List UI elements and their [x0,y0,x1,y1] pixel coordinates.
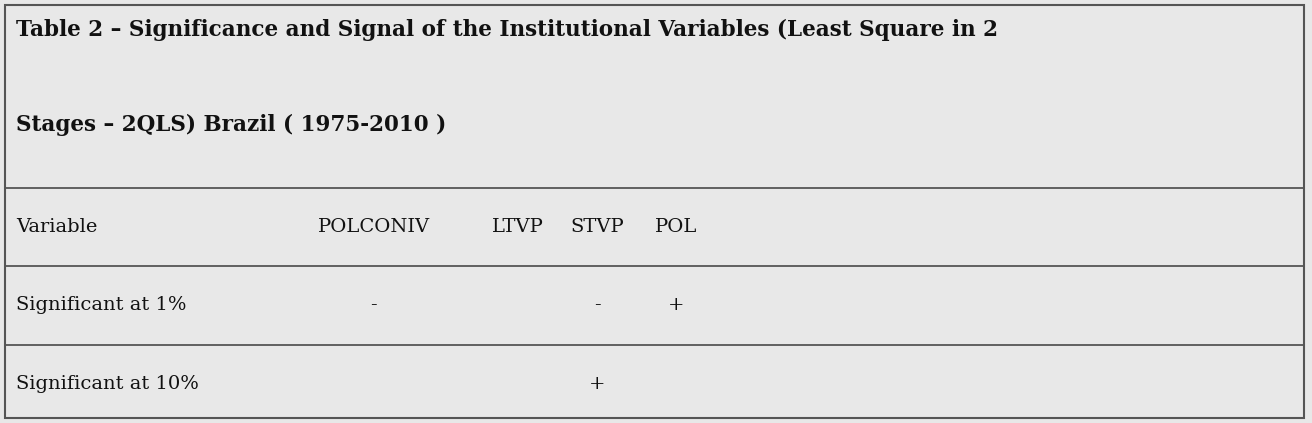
Text: Stages – 2QLS) Brazil ( 1975-2010 ): Stages – 2QLS) Brazil ( 1975-2010 ) [16,114,446,136]
Text: Significant at 10%: Significant at 10% [16,375,198,393]
Text: Table 2 – Significance and Signal of the Institutional Variables (Least Square i: Table 2 – Significance and Signal of the… [16,19,997,41]
Text: +: + [589,375,605,393]
FancyBboxPatch shape [5,5,1304,418]
Text: -: - [370,297,378,314]
Text: Significant at 1%: Significant at 1% [16,297,186,314]
Text: POL: POL [655,218,697,236]
Text: POLCONIV: POLCONIV [318,218,430,236]
Text: -: - [593,297,601,314]
Text: +: + [668,297,684,314]
Text: LTVP: LTVP [492,218,544,236]
Text: STVP: STVP [571,218,623,236]
Text: Variable: Variable [16,218,97,236]
